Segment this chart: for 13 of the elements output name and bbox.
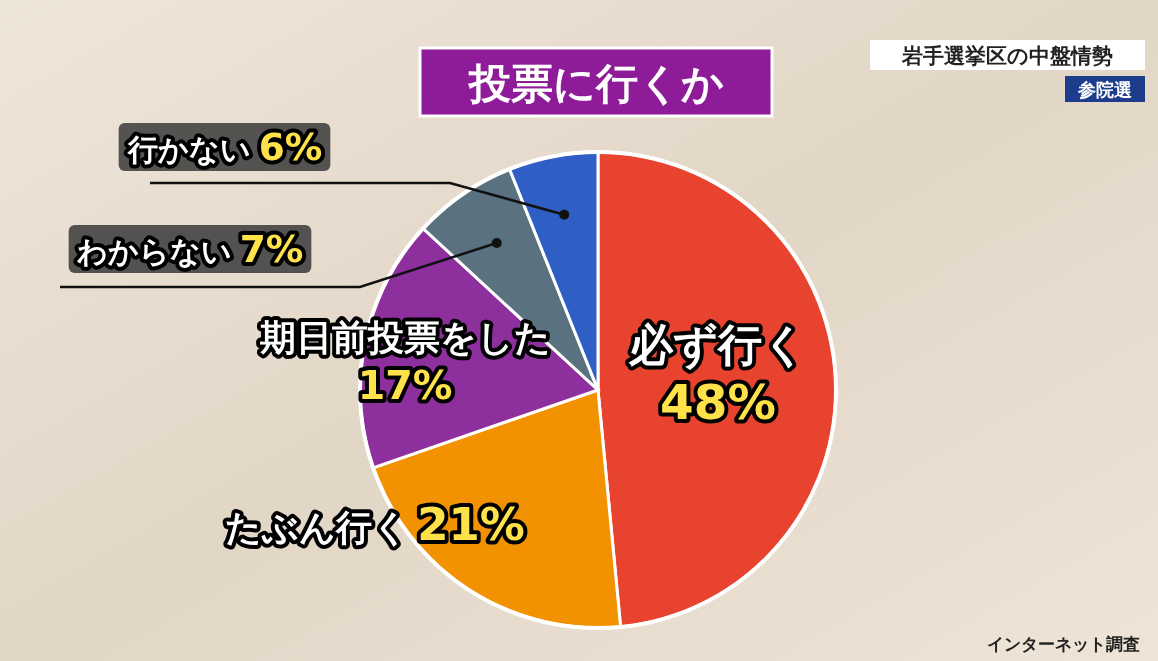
text: 参院選	[1077, 79, 1132, 100]
slice-label: 必ず行く	[628, 319, 807, 370]
data-label: 48%	[660, 374, 776, 431]
data-label: 21%	[417, 498, 525, 551]
data-label: 6%	[258, 125, 323, 169]
slice-label: たぶん行く	[225, 507, 410, 548]
data-label: 17%	[357, 361, 453, 408]
chart-title: 投票に行くか	[466, 59, 724, 108]
slice-label: 行かない	[126, 132, 251, 167]
data-label: 7%	[239, 227, 304, 271]
text: インターネット調査	[987, 634, 1140, 654]
text: 岩手選挙区の中盤情勢	[900, 44, 1113, 68]
slice-label: わからない	[76, 234, 232, 269]
